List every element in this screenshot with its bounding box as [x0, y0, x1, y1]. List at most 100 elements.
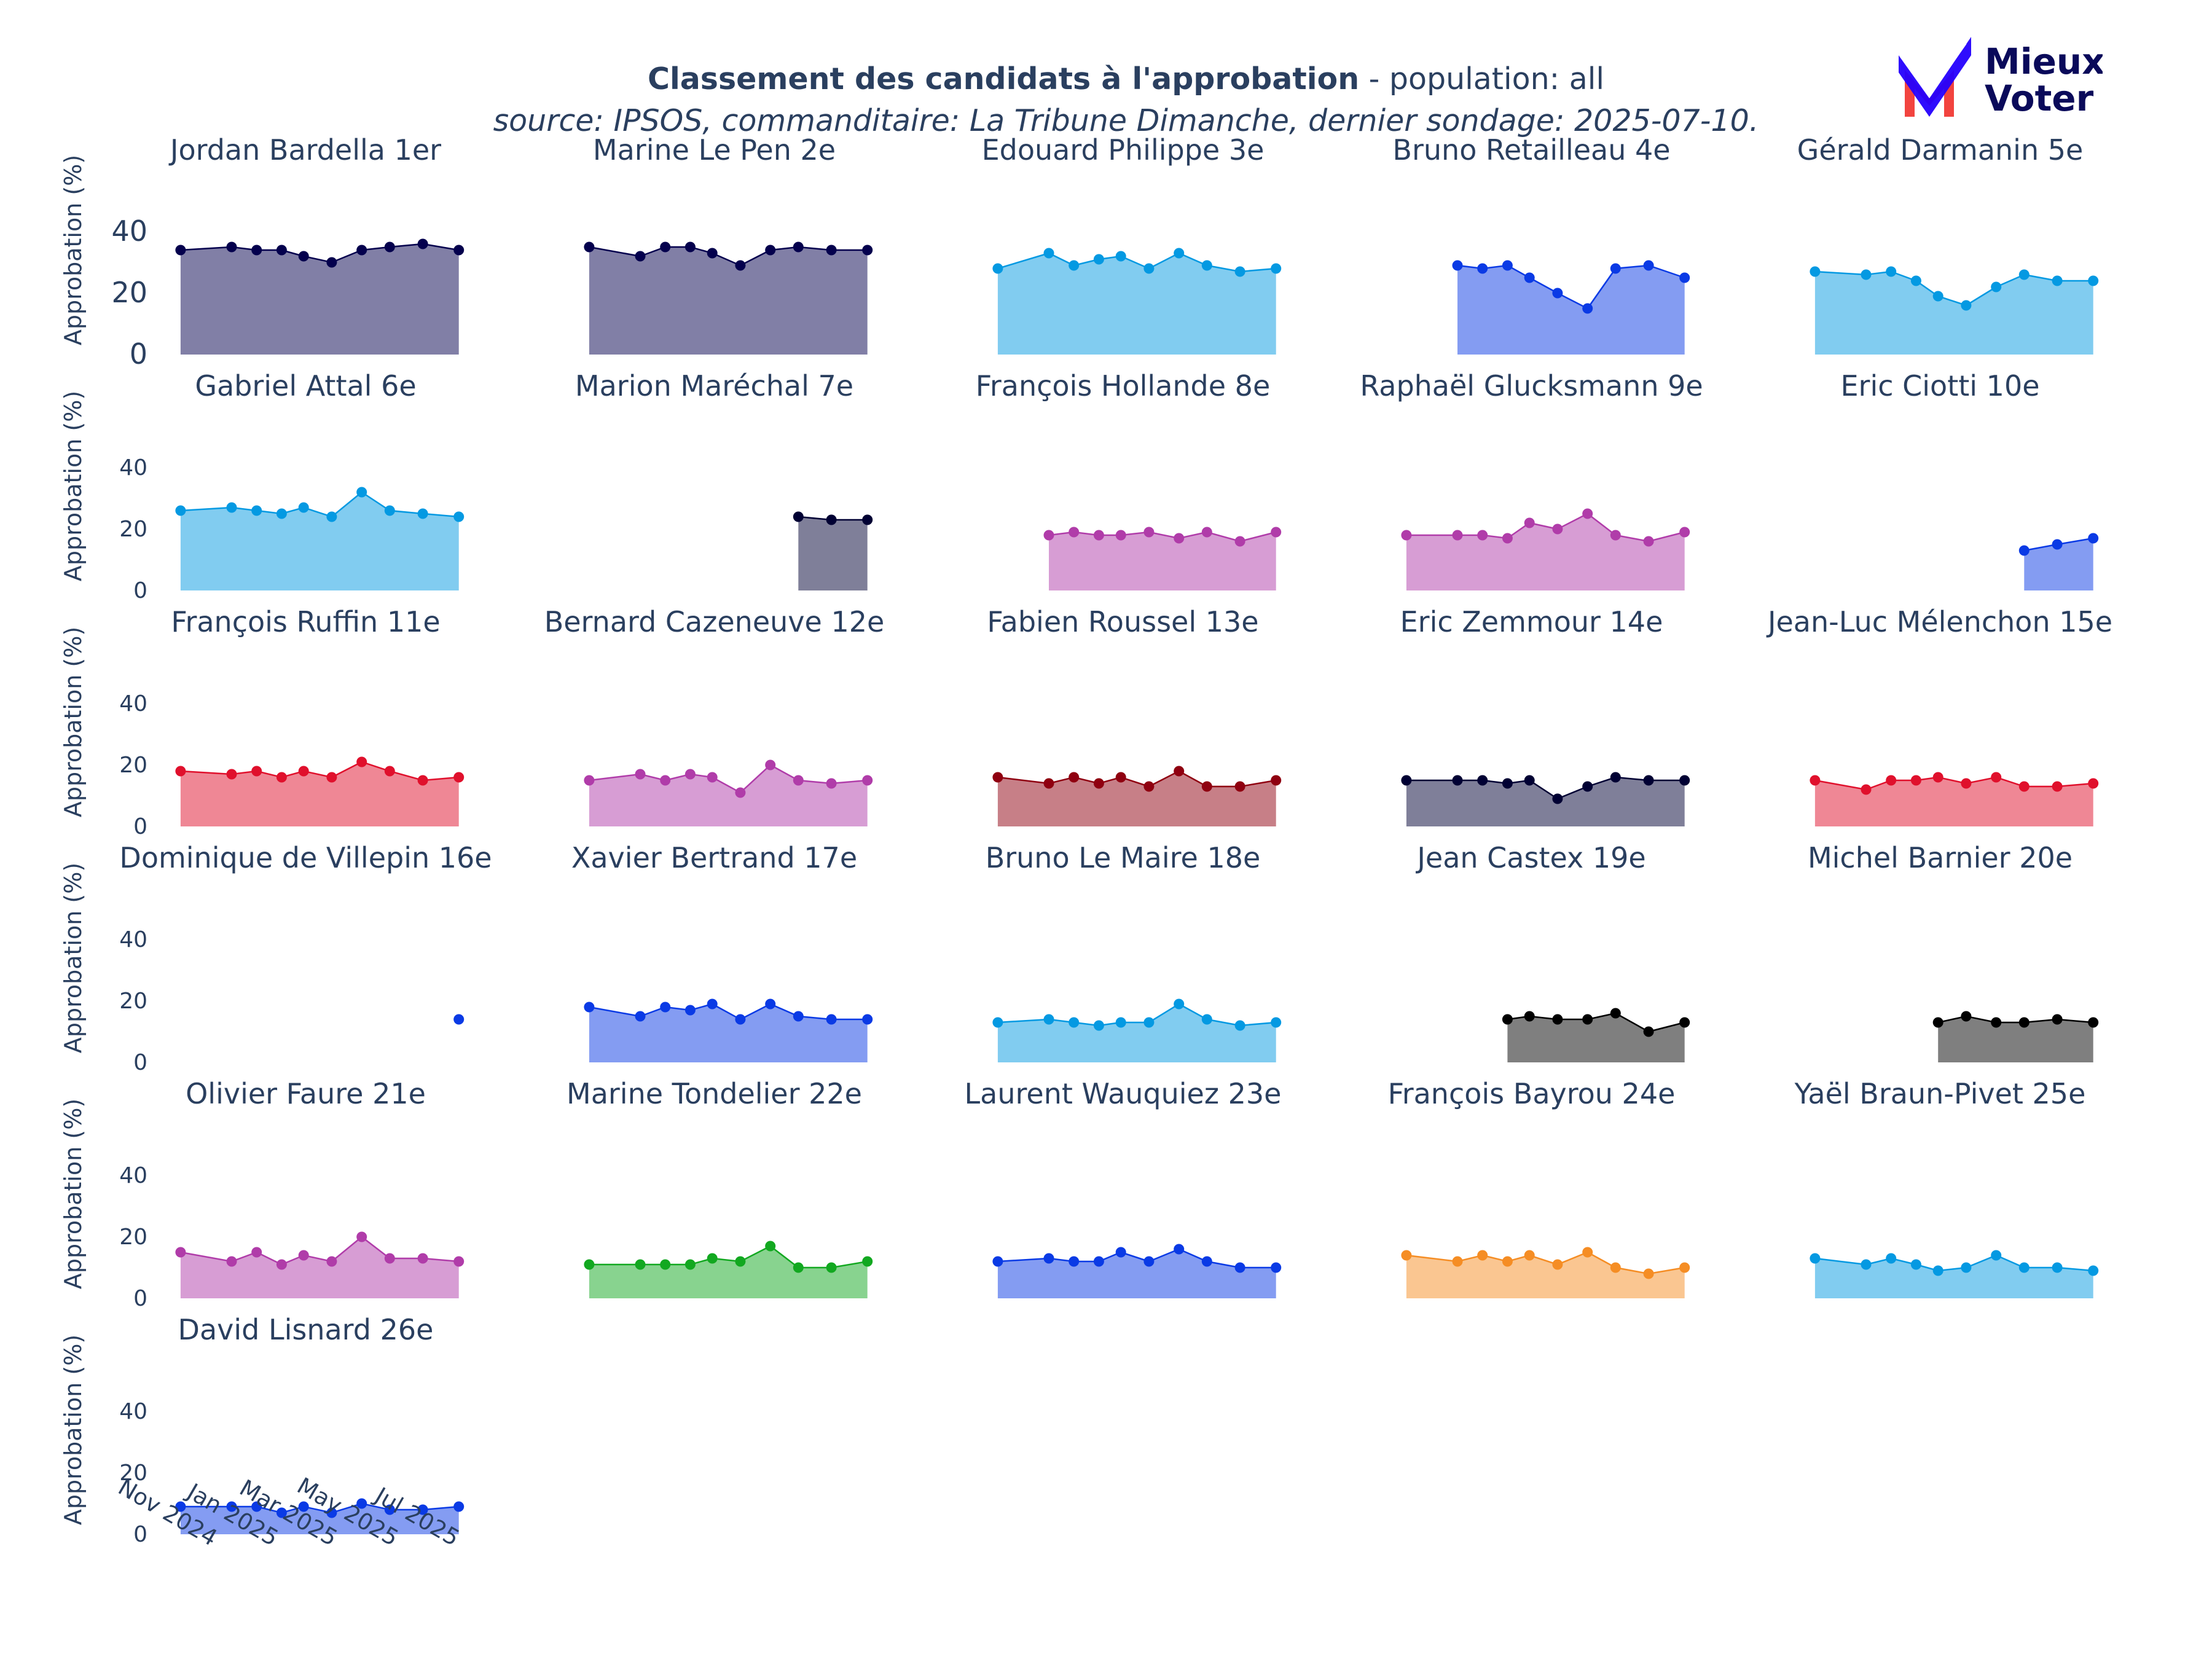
y-tick-label: 20	[111, 276, 147, 309]
series-line	[180, 243, 459, 264]
data-point	[684, 241, 696, 253]
y-tick-label: 40	[119, 927, 147, 952]
data-point	[175, 245, 186, 256]
area-fill	[1457, 265, 1685, 355]
data-point	[1093, 254, 1104, 265]
panel-dominique-de-villepin: Dominique de Villepin 16e 0 20 40 Approbatio…	[60, 841, 492, 1075]
data-point	[1143, 1017, 1155, 1028]
y-axis-label: Approbation (%)	[60, 863, 87, 1053]
panel-title: Michel Barnier 20e	[1808, 841, 2073, 874]
data-point	[276, 1259, 287, 1270]
series-line	[1814, 776, 2093, 791]
series-line	[589, 764, 868, 794]
area-fill	[180, 492, 459, 590]
series-line	[180, 761, 459, 782]
panel-laurent-wauquiez: Laurent Wauquiez 23e	[965, 1077, 1282, 1298]
y-tick-label: 20	[119, 517, 147, 542]
panel-eric-zemmour: Eric Zemmour 14e	[1400, 605, 1690, 826]
data-point	[417, 1504, 428, 1515]
data-point	[793, 1011, 804, 1022]
data-point	[453, 511, 465, 522]
panel-title: Raphaël Glucksmann 9e	[1360, 369, 1703, 402]
data-point	[862, 245, 873, 256]
data-point	[417, 508, 428, 519]
area-fill	[589, 1246, 868, 1298]
data-point	[251, 1501, 262, 1512]
data-point	[226, 241, 237, 253]
area-fill	[798, 517, 868, 590]
data-point	[1115, 772, 1126, 783]
panel-title: Gérald Darmanin 5e	[1797, 133, 2084, 167]
data-point	[356, 245, 367, 256]
data-point	[1143, 781, 1155, 792]
series-line	[1814, 270, 2093, 307]
y-tick-label: 0	[133, 814, 147, 839]
panel-title: Jean Castex 19e	[1415, 841, 1645, 874]
data-point	[1174, 998, 1185, 1010]
data-point	[1502, 778, 1513, 789]
data-point	[1477, 1250, 1488, 1261]
data-point	[251, 766, 262, 777]
series-line	[1406, 776, 1685, 800]
area-fill	[589, 765, 868, 826]
data-point	[2052, 1014, 2063, 1025]
chart-title-block: Classement des candidats à l'approbation…	[0, 58, 2212, 142]
data-point	[1886, 775, 1897, 786]
data-point	[417, 1253, 428, 1264]
data-point	[1910, 1259, 1921, 1270]
data-point	[2018, 1262, 2030, 1273]
data-point	[1886, 1253, 1897, 1264]
data-point	[1810, 266, 1821, 277]
data-point	[1524, 272, 1535, 283]
data-point	[992, 1256, 1003, 1267]
data-point	[251, 505, 262, 516]
panel-title: Laurent Wauquiez 23e	[965, 1077, 1282, 1110]
data-point	[1610, 263, 1621, 274]
data-point	[1401, 1250, 1412, 1261]
data-point	[1271, 527, 1282, 538]
data-point	[356, 1231, 367, 1242]
data-point	[1043, 1014, 1054, 1025]
y-tick-label: 40	[119, 691, 147, 716]
data-point	[1991, 772, 2002, 783]
data-point	[1234, 536, 1245, 547]
data-point	[1043, 1253, 1054, 1264]
data-point	[276, 508, 287, 519]
data-point	[453, 1501, 465, 1512]
data-point	[735, 1014, 746, 1025]
panel-gabriel-attal: Gabriel Attal 6e 0 20 40 Approbation (%)	[60, 369, 465, 603]
data-point	[1932, 1017, 1943, 1028]
data-point	[1643, 536, 1654, 547]
data-point	[1069, 527, 1080, 538]
logo-check-icon-inner	[1903, 42, 1967, 97]
data-point	[1552, 1014, 1563, 1025]
data-point	[251, 1247, 262, 1258]
panel-marine-tondelier: Marine Tondelier 22e	[567, 1077, 873, 1298]
area-fill	[180, 762, 459, 826]
data-point	[1961, 1011, 1972, 1022]
data-point	[1401, 775, 1412, 786]
area-fill	[2024, 538, 2093, 590]
chart-title-population: - population: all	[1359, 61, 1605, 96]
data-point	[1582, 1014, 1593, 1025]
panel-gerald-darmanin: Gérald Darmanin 5e	[1797, 133, 2099, 355]
data-point	[1174, 533, 1185, 544]
data-point	[298, 1250, 309, 1261]
data-point	[1043, 778, 1054, 789]
panel-title: Edouard Philippe 3e	[982, 133, 1265, 167]
data-point	[1643, 1268, 1654, 1279]
data-point	[453, 772, 465, 783]
panel-title: Olivier Faure 21e	[186, 1077, 426, 1110]
data-point	[175, 1501, 186, 1512]
chart-subtitle: source: IPSOS, commanditaire: La Tribune…	[493, 103, 1759, 138]
panel-yael-braun-pivet: Yaël Braun-Pivet 25e	[1794, 1077, 2099, 1298]
y-tick-label: 40	[111, 214, 147, 248]
panel-title: François Ruffin 11e	[171, 605, 440, 638]
panel-bernard-cazeneuve: Bernard Cazeneuve 12e	[544, 605, 884, 826]
data-point	[660, 775, 671, 786]
data-point	[1932, 772, 1943, 783]
data-point	[1991, 281, 2002, 292]
data-point	[298, 766, 309, 777]
data-point	[1643, 260, 1654, 271]
